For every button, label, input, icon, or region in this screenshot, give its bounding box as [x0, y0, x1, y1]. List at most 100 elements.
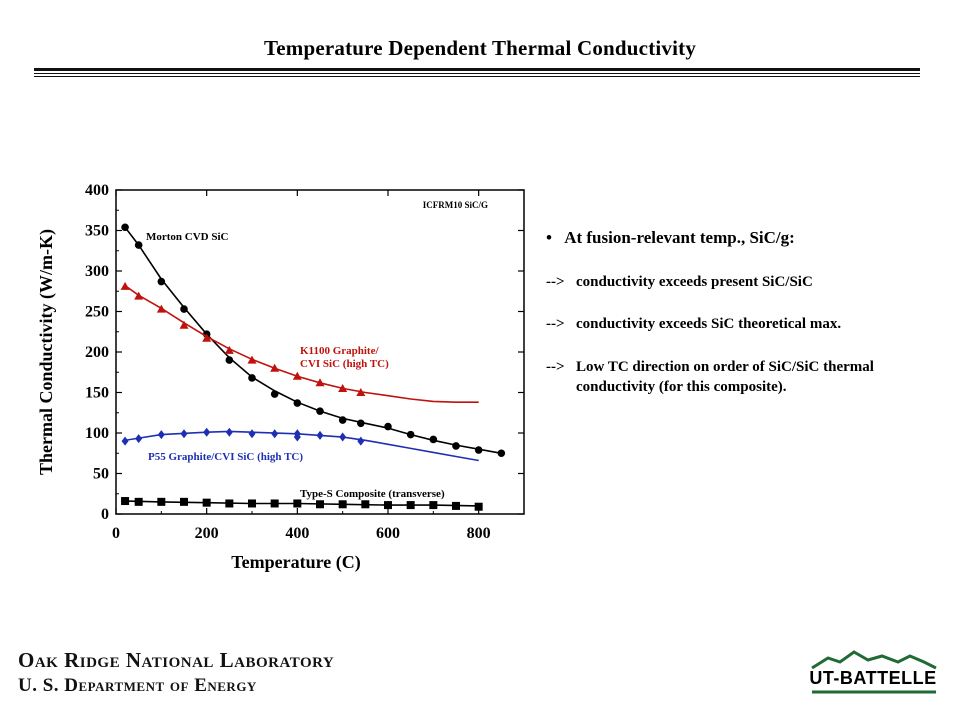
data-point — [225, 356, 234, 364]
data-point — [384, 422, 392, 431]
data-point — [452, 501, 460, 510]
data-point — [270, 499, 279, 508]
arrow-item-3: --> Low TC direction on order of SiC/SiC… — [546, 357, 946, 398]
data-point — [271, 429, 279, 439]
data-point — [338, 416, 347, 424]
arrow-item-2: --> conductivity exceeds SiC theoretical… — [546, 314, 946, 334]
bullet-marker: • — [546, 228, 552, 247]
data-point — [224, 345, 234, 354]
y-tick-label: 50 — [93, 466, 109, 483]
arrow-item-text: Low TC direction on order of SiC/SiC the… — [576, 358, 874, 395]
data-point — [179, 320, 189, 329]
data-point — [316, 500, 324, 509]
data-point — [270, 363, 280, 372]
data-point — [134, 497, 143, 506]
data-point — [497, 449, 506, 458]
data-point — [134, 241, 143, 249]
series-label: Type-S Composite (transverse) — [300, 488, 445, 500]
data-point — [339, 432, 347, 442]
data-point — [292, 371, 302, 380]
y-tick-label: 300 — [85, 263, 109, 280]
data-point — [202, 333, 212, 342]
title-rule-thin-2 — [34, 76, 920, 77]
x-tick-label: 600 — [376, 525, 400, 542]
y-tick-label: 200 — [85, 344, 109, 361]
arrow-marker: --> — [546, 274, 565, 290]
data-point — [203, 427, 211, 437]
data-point — [225, 427, 233, 437]
data-point — [120, 281, 130, 290]
y-tick-label: 400 — [85, 182, 109, 199]
data-point — [429, 501, 438, 510]
data-point — [356, 388, 366, 396]
arrow-item-text: conductivity exceeds SiC theoretical max… — [576, 316, 842, 333]
data-point — [316, 407, 324, 415]
data-point — [180, 497, 188, 506]
arrow-marker: --> — [546, 316, 565, 333]
x-tick-label: 800 — [467, 525, 491, 542]
data-point — [157, 277, 166, 286]
data-point — [293, 499, 302, 508]
data-point — [135, 434, 143, 444]
data-point — [406, 430, 415, 439]
data-point — [384, 501, 392, 510]
data-point — [357, 419, 365, 428]
data-point — [338, 383, 348, 392]
doe-name: U. S. Department of Energy — [18, 675, 257, 696]
x-axis-label: Temperature (C) — [231, 552, 360, 573]
data-point — [429, 435, 438, 444]
series-label: K1100 Graphite/CVI SiC (high TC) — [300, 345, 389, 370]
data-point — [121, 223, 129, 232]
data-point — [202, 498, 211, 507]
data-point — [248, 499, 256, 508]
series-line — [124, 226, 502, 455]
ut-battelle-text: UT-BATTELLE — [809, 668, 937, 688]
mountain-logo-icon — [811, 650, 937, 694]
data-point — [338, 500, 347, 509]
series-label: Morton CVD SiC — [146, 231, 229, 243]
series-label: P55 Graphite/CVI SiC (high TC) — [148, 451, 303, 463]
ut-battelle-logo: UT-BATTELLE — [806, 648, 940, 698]
series-line — [125, 500, 479, 507]
data-point — [293, 399, 302, 407]
data-point — [225, 499, 234, 508]
arrow-marker: --> — [546, 358, 565, 375]
arrow-item-1: --> conductivity exceeds present SiC/SiC — [546, 272, 946, 292]
data-point — [357, 436, 365, 446]
ornl-name: Oak Ridge National Laboratory — [18, 648, 335, 672]
x-tick-label: 0 — [112, 525, 120, 542]
data-point — [157, 497, 166, 506]
bullet-main-text: At fusion-relevant temp., SiC/g: — [564, 228, 795, 247]
y-tick-label: 150 — [85, 385, 109, 402]
bullet-main: • At fusion-relevant temp., SiC/g: — [546, 228, 946, 248]
data-point — [134, 291, 144, 300]
data-point — [316, 430, 324, 440]
series-line — [124, 284, 479, 403]
x-tick-label: 400 — [285, 525, 309, 542]
y-tick-label: 100 — [85, 425, 109, 442]
data-point — [452, 442, 460, 450]
data-point — [121, 497, 130, 506]
data-point — [474, 502, 483, 511]
title-rule-thick — [34, 68, 920, 71]
data-point — [293, 432, 301, 442]
y-tick-label: 0 — [101, 506, 109, 523]
data-point — [474, 446, 483, 454]
ornl-doe-logotype: Oak Ridge National Laboratory U. S. Depa… — [18, 648, 334, 697]
series-label-line: K1100 Graphite/ — [300, 345, 379, 357]
data-point — [248, 429, 256, 439]
data-point — [180, 429, 188, 439]
data-point — [270, 390, 279, 398]
data-point — [361, 500, 370, 509]
data-point — [180, 305, 188, 313]
bullet-list: • At fusion-relevant temp., SiC/g: --> c… — [546, 228, 946, 419]
corner-label: ICFRM10 SiC/G — [423, 200, 488, 210]
data-point — [248, 374, 256, 382]
data-point — [247, 355, 257, 364]
y-tick-label: 250 — [85, 304, 109, 321]
arrow-item-text: conductivity exceeds present SiC/SiC — [576, 274, 813, 290]
data-point — [121, 436, 129, 446]
y-tick-label: 350 — [85, 223, 109, 240]
data-point — [156, 304, 166, 313]
